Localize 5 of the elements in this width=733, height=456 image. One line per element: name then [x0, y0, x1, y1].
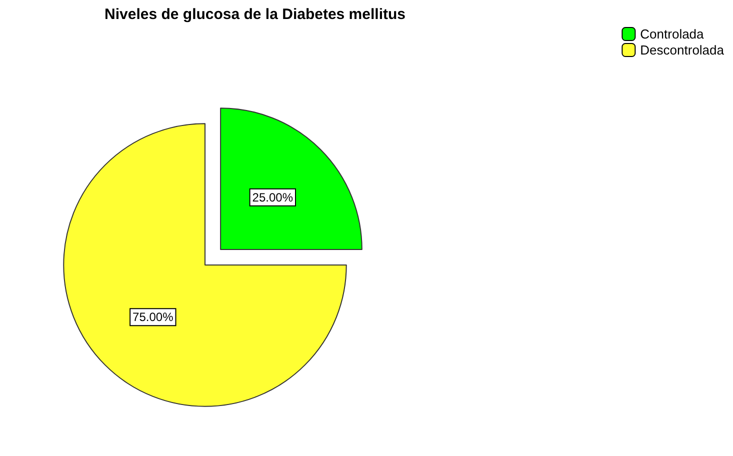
data-label: 25.00% — [252, 190, 294, 204]
data-label: 75.00% — [132, 310, 174, 324]
chart-title: Niveles de glucosa de la Diabetes mellitus — [104, 6, 406, 23]
legend-label: Controlada — [640, 26, 705, 42]
legend-label: Descontrolada — [640, 42, 725, 58]
